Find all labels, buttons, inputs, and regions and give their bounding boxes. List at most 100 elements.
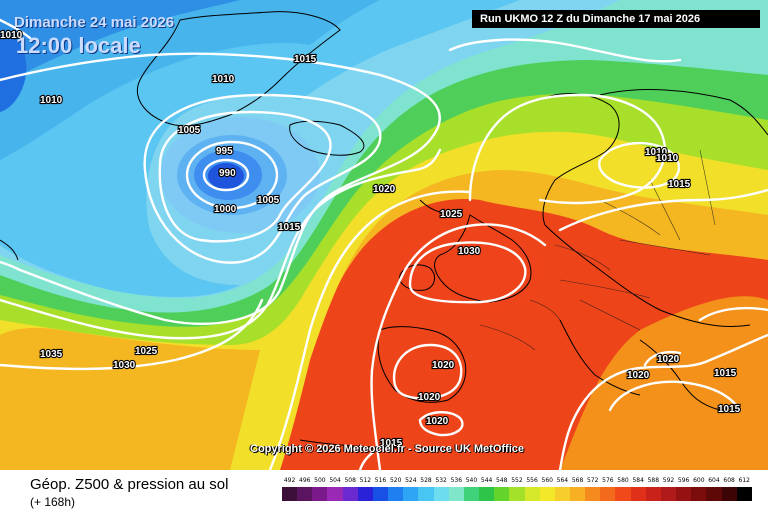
scale-bar [282, 487, 752, 501]
isobar-1015-east [558, 188, 768, 232]
isobar-1000 [158, 110, 332, 243]
scale-tick-label: 496 [299, 477, 311, 484]
isobar-1020-east [558, 333, 768, 470]
scale-ticks: 492 496 500 504 508 512 516 520 524 528 532 536 540 5… [282, 477, 752, 485]
scale-swatch [539, 487, 555, 501]
scale-swatch [388, 487, 404, 501]
isobar-1020 [268, 190, 472, 470]
isobar-1010-scandi [598, 141, 681, 189]
scale-swatch [297, 487, 313, 501]
isobar-label: 1020 [432, 360, 455, 371]
scale-swatch [509, 487, 525, 501]
scale-swatch [357, 487, 373, 501]
scale-swatch [524, 487, 540, 501]
scale-tick-label: 592 [662, 477, 675, 484]
isobar-label: 1015 [294, 54, 317, 65]
forecast-range: (+ 168h) [30, 495, 76, 509]
color-scale: 492 496 500 504 508 512 516 520 524 528 532 536 540 5… [282, 477, 752, 507]
run-banner: Run UKMO 12 Z du Dimanche 17 mai 2026 [472, 10, 760, 28]
scale-swatch [691, 487, 707, 501]
scale-swatch [721, 487, 737, 501]
isobar-1025w [0, 298, 264, 371]
isobar-1015-bottom [358, 438, 402, 470]
isobar-label: 1025 [440, 209, 463, 220]
scale-swatch [554, 487, 570, 501]
scale-tick-label: 540 [465, 477, 478, 484]
isobars [0, 18, 768, 470]
scale-tick-label: 500 [314, 477, 326, 484]
isobar-1015 [0, 148, 442, 340]
isobar-label: 1010 [0, 30, 23, 41]
isobar-label: 1020 [373, 184, 396, 195]
scale-tick-label: 564 [556, 477, 569, 484]
scale-swatch [630, 487, 646, 501]
isobar-1015-med [608, 380, 742, 412]
isobar-label: 1025 [135, 346, 158, 357]
isobar-1005 [143, 93, 382, 264]
scale-tick-label: 600 [693, 477, 705, 484]
forecast-time: 12:00 locale [16, 33, 141, 58]
scale-tick-label: 584 [632, 477, 644, 484]
scale-tick-label: 508 [344, 477, 356, 484]
scale-swatch [372, 487, 389, 501]
isobar-1010 [0, 52, 441, 325]
scale-swatch [463, 487, 480, 501]
isobar-1015-north [448, 38, 682, 63]
isobar-label: 1020 [657, 354, 680, 365]
isobar-990 [202, 158, 250, 192]
scale-tick-label: 608 [723, 477, 735, 484]
isobar-label: 1005 [257, 195, 280, 206]
scale-swatch [736, 487, 752, 501]
isobar-label: 1010 [656, 153, 679, 164]
isobar-label: 1030 [113, 360, 136, 371]
scale-swatch [660, 487, 677, 501]
scale-swatch [312, 487, 328, 501]
scale-swatch [342, 487, 358, 501]
scale-tick-label: 504 [329, 477, 341, 484]
scale-tick-label: 580 [617, 477, 629, 484]
isobar-1015-scandi [468, 93, 667, 205]
low-northwest [0, 30, 27, 112]
scale-tick-label: 544 [480, 477, 493, 484]
scale-swatch [615, 487, 631, 501]
scale-tick-label: 492 [283, 477, 296, 484]
field-title: Géop. Z500 & pression au sol [30, 476, 229, 493]
scale-tick-label: 596 [677, 477, 690, 484]
scale-tick-label: 572 [586, 477, 599, 484]
isobar-label: 1005 [178, 125, 201, 136]
isobar-label: 1000 [214, 204, 237, 215]
isobar-labels: 1010 1015 1010 1010 1005 995 990 1000 10… [0, 29, 742, 450]
scale-swatch [569, 487, 586, 501]
scale-tick-label: 568 [571, 477, 584, 484]
scale-swatch [600, 487, 616, 501]
scale-tick-label: 556 [526, 477, 538, 484]
isobar-label: 1020 [627, 370, 650, 381]
isobar-label: 1020 [426, 416, 449, 427]
scale-tick-label: 528 [420, 477, 432, 484]
low-core [208, 163, 244, 189]
high-uk [400, 230, 540, 310]
isobar-label: 1015 [718, 404, 741, 415]
isobar-label: 1015 [714, 368, 737, 379]
scale-tick-label: 532 [435, 477, 447, 484]
band-orange-east [0, 0, 768, 470]
copyright-notice: Copyright © 2026 Meteociel.fr - Source U… [250, 443, 524, 455]
isobar-1030 [408, 241, 527, 304]
scale-tick-label: 512 [359, 477, 372, 484]
isobar-label: 1020 [418, 392, 441, 403]
isobar-label: 990 [219, 168, 236, 179]
isobar-1020-balkan [643, 351, 682, 367]
isobar-1020-south [418, 411, 464, 437]
scale-tick-label: 516 [374, 477, 387, 484]
scale-swatch [448, 487, 464, 501]
isobar-label: 1030 [458, 246, 481, 257]
isobar-label: 1010 [40, 95, 63, 106]
scale-swatch [433, 487, 449, 501]
isobar-995 [185, 140, 279, 210]
scale-swatch [327, 487, 343, 501]
scale-swatch [676, 487, 692, 501]
scale-swatch [494, 487, 510, 501]
isobar-label: 1015 [668, 179, 691, 190]
scale-tick-label: 588 [647, 477, 660, 484]
isobar-1015-se [698, 306, 768, 322]
